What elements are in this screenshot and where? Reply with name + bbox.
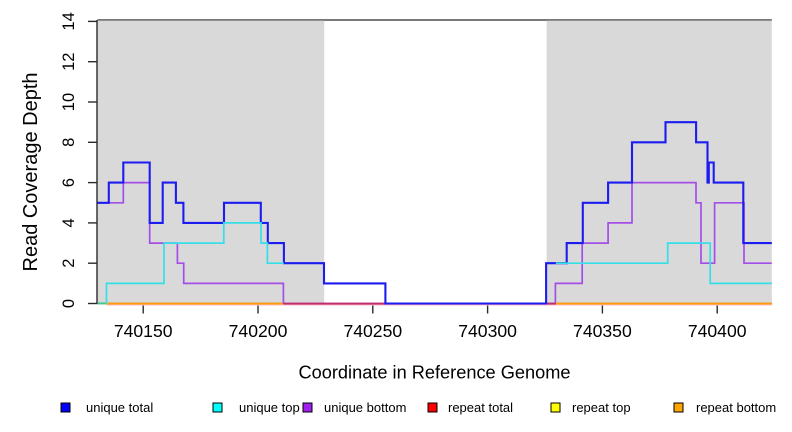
svg-text:4: 4: [60, 218, 78, 227]
svg-text:8: 8: [60, 138, 78, 147]
svg-text:Coordinate in Reference Genome: Coordinate in Reference Genome: [299, 363, 571, 383]
svg-text:6: 6: [60, 178, 78, 187]
svg-text:740150: 740150: [114, 321, 173, 341]
svg-text:unique total: unique total: [86, 400, 153, 415]
svg-text:10: 10: [60, 93, 78, 111]
svg-text:unique bottom: unique bottom: [324, 400, 406, 415]
svg-text:Read Coverage Depth: Read Coverage Depth: [20, 72, 42, 271]
svg-text:740200: 740200: [229, 321, 288, 341]
svg-text:740350: 740350: [573, 321, 632, 341]
svg-text:unique top: unique top: [239, 400, 300, 415]
svg-text:repeat bottom: repeat bottom: [696, 400, 776, 415]
svg-text:0: 0: [60, 299, 78, 308]
svg-text:740300: 740300: [458, 321, 517, 341]
svg-text:2: 2: [60, 259, 78, 268]
svg-text:740250: 740250: [343, 321, 402, 341]
svg-text:repeat total: repeat total: [448, 400, 513, 415]
svg-text:14: 14: [60, 12, 78, 30]
svg-text:repeat top: repeat top: [572, 400, 631, 415]
svg-text:740400: 740400: [688, 321, 747, 341]
svg-text:12: 12: [60, 53, 78, 71]
